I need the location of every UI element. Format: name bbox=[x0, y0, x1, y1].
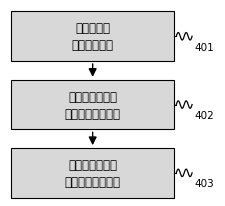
Text: 403: 403 bbox=[194, 178, 213, 188]
Text: 采集手指信息并
计算手指弯曲程度: 采集手指信息并 计算手指弯曲程度 bbox=[64, 90, 120, 120]
FancyBboxPatch shape bbox=[11, 12, 173, 62]
Text: 计算当前手势并
发送相应控制命令: 计算当前手势并 发送相应控制命令 bbox=[64, 158, 120, 188]
Text: 401: 401 bbox=[194, 42, 213, 52]
FancyBboxPatch shape bbox=[11, 80, 173, 130]
Text: 402: 402 bbox=[194, 110, 213, 120]
Text: 配置传感器
并采集误差值: 配置传感器 并采集误差值 bbox=[71, 22, 113, 52]
FancyBboxPatch shape bbox=[11, 148, 173, 198]
